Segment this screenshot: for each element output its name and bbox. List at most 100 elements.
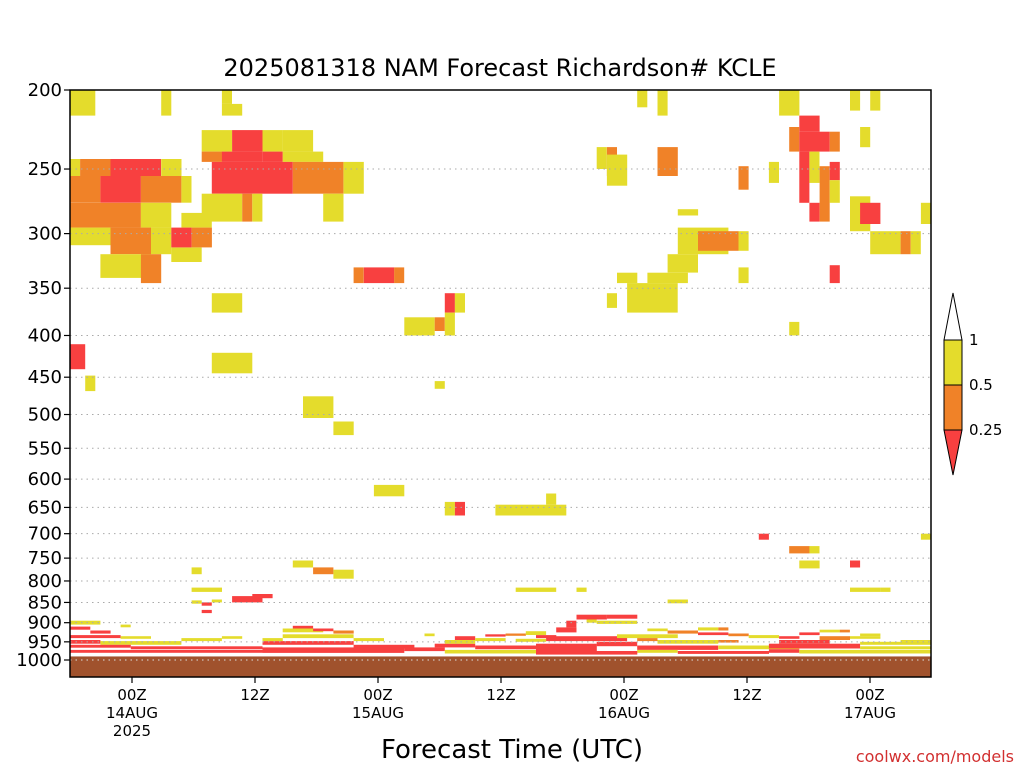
ri-cell <box>70 649 263 653</box>
ri-cell <box>606 154 628 186</box>
ri-cell <box>110 227 151 255</box>
ri-cell <box>444 640 476 644</box>
ri-cell <box>232 596 263 603</box>
x-tick-label: 00Z <box>363 686 392 704</box>
ri-cell <box>181 638 222 642</box>
ri-cell <box>627 283 678 313</box>
ri-cell <box>70 620 101 625</box>
ri-cell <box>201 609 212 614</box>
ri-cell <box>373 484 405 497</box>
ri-cell <box>444 649 536 654</box>
ri-cell <box>201 602 212 606</box>
ri-cell <box>181 212 212 228</box>
x-tick-label: 16AUG <box>598 704 650 722</box>
ri-cell <box>434 381 445 389</box>
ri-cell <box>870 90 881 111</box>
ri-cell <box>292 161 344 194</box>
ri-cell <box>799 560 820 569</box>
ri-cell <box>201 130 233 152</box>
ri-cell <box>282 151 324 162</box>
ri-cell <box>799 632 820 636</box>
ri-cell <box>434 317 445 331</box>
ri-cell <box>252 594 273 599</box>
ri-cell <box>860 202 881 224</box>
ri-cell <box>738 267 749 284</box>
x-tick-label: 15AUG <box>352 704 404 722</box>
ri-cell <box>90 630 111 634</box>
ri-cell <box>181 176 192 203</box>
ri-cell <box>201 151 222 162</box>
ri-cell <box>546 636 628 642</box>
x-tick-label: 12Z <box>732 686 761 704</box>
ri-cell <box>718 640 739 643</box>
ground-layer <box>70 656 931 677</box>
ri-cell <box>617 634 678 639</box>
ri-cell <box>870 231 901 255</box>
ri-cell <box>698 627 719 631</box>
y-tick-label: 200 <box>28 80 62 101</box>
ri-cell <box>779 640 830 644</box>
ri-cell <box>211 293 243 313</box>
y-tick-label: 500 <box>28 405 62 426</box>
y-tick-label: 850 <box>28 592 62 613</box>
ri-cell <box>779 636 800 639</box>
credit-text: coolwx.com/models <box>856 747 1014 766</box>
x-tick-label: 2025 <box>113 722 151 740</box>
ri-cell <box>140 254 162 284</box>
ri-cell <box>282 130 314 152</box>
ri-cell <box>262 130 283 152</box>
ri-cell <box>70 159 81 177</box>
ri-cell <box>839 629 850 633</box>
ri-cell <box>120 624 131 628</box>
ri-cell <box>829 131 840 152</box>
ri-cell <box>303 396 334 418</box>
ri-cell <box>677 209 699 216</box>
ri-cell <box>900 231 911 255</box>
ri-cell <box>819 166 830 222</box>
ri-cell <box>728 633 749 637</box>
ri-cell <box>171 247 202 262</box>
ri-cell <box>140 176 182 203</box>
ri-cell <box>819 636 850 640</box>
ri-cell <box>667 254 698 273</box>
ri-cell <box>556 627 577 633</box>
ri-cell <box>799 649 931 654</box>
ri-cell <box>920 202 931 224</box>
ri-cell <box>799 131 830 152</box>
ri-cell <box>718 645 800 650</box>
ri-cell <box>333 630 354 634</box>
x-tick-label: 12Z <box>240 686 269 704</box>
ri-cell <box>698 632 729 636</box>
ri-cell <box>586 619 597 623</box>
ri-cell <box>363 267 395 284</box>
y-tick-label: 600 <box>28 469 62 490</box>
ri-cell <box>70 90 96 116</box>
ri-cell <box>444 312 455 336</box>
ri-cell <box>637 638 658 642</box>
ri-cell <box>313 567 334 575</box>
ri-cell <box>333 421 354 436</box>
ri-cell <box>424 633 435 637</box>
ri-cell <box>819 629 840 633</box>
ri-cell <box>323 193 344 222</box>
ri-cell <box>70 626 91 630</box>
ri-cell <box>596 641 638 647</box>
ri-cell <box>829 180 840 203</box>
ri-cell <box>70 644 131 648</box>
ri-cell <box>637 649 678 653</box>
ri-cell <box>232 130 263 152</box>
ri-cell <box>768 161 779 183</box>
ri-cell <box>313 628 334 632</box>
ri-cell <box>191 567 202 575</box>
ri-cell <box>161 90 172 116</box>
ri-cell <box>394 267 405 284</box>
ri-cell <box>70 227 111 246</box>
ri-cell <box>262 647 405 653</box>
ri-cell <box>191 587 222 592</box>
chart-title: 2025081318 NAM Forecast Richardson# KCLE <box>223 54 776 82</box>
ri-cell <box>789 127 800 152</box>
ri-cell <box>768 643 861 649</box>
ri-cell <box>130 646 263 650</box>
